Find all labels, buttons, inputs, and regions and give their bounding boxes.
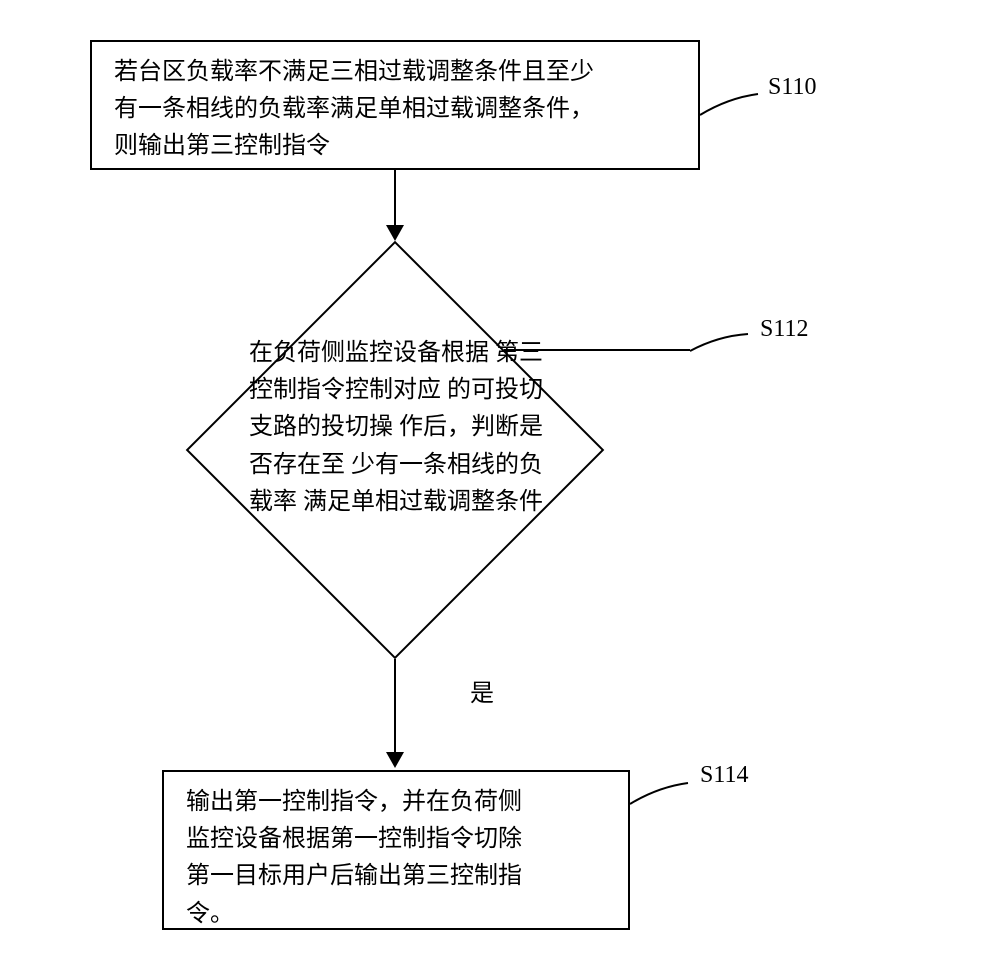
connector-curve-s114 — [628, 779, 698, 819]
decision-diamond-s112: 在负荷侧监控设备根据 第三控制指令控制对应 的可投切支路的投切操 作后，判断是否… — [185, 240, 605, 660]
edge-label-yes: 是 — [470, 673, 494, 708]
flowchart-container: 若台区负载率不满足三相过载调整条件且至少 有一条相线的负载率满足单相过载调整条件… — [0, 0, 1000, 964]
process-text-s114: 输出第一控制指令，并在负荷侧 监控设备根据第一控制指令切除 第一目标用户后输出第… — [186, 784, 606, 933]
step-label-s110: S110 — [768, 74, 816, 101]
diamond-shape — [186, 241, 605, 660]
connector-curve-s110 — [698, 90, 768, 130]
process-box-s110: 若台区负载率不满足三相过载调整条件且至少 有一条相线的负载率满足单相过载调整条件… — [90, 40, 700, 170]
process-text-s110: 若台区负载率不满足三相过载调整条件且至少 有一条相线的负载率满足单相过载调整条件… — [114, 54, 676, 166]
arrowhead-s110-s112 — [386, 225, 404, 241]
arrow-s110-s112 — [394, 170, 396, 228]
arrowhead-s112-s114 — [386, 752, 404, 768]
arrow-s112-s114 — [394, 659, 396, 754]
connector-curve-s112 — [688, 331, 758, 361]
step-label-s114: S114 — [700, 762, 748, 789]
connector-line-s112 — [504, 349, 690, 351]
step-label-s112: S112 — [760, 316, 808, 343]
process-box-s114: 输出第一控制指令，并在负荷侧 监控设备根据第一控制指令切除 第一目标用户后输出第… — [162, 770, 630, 930]
